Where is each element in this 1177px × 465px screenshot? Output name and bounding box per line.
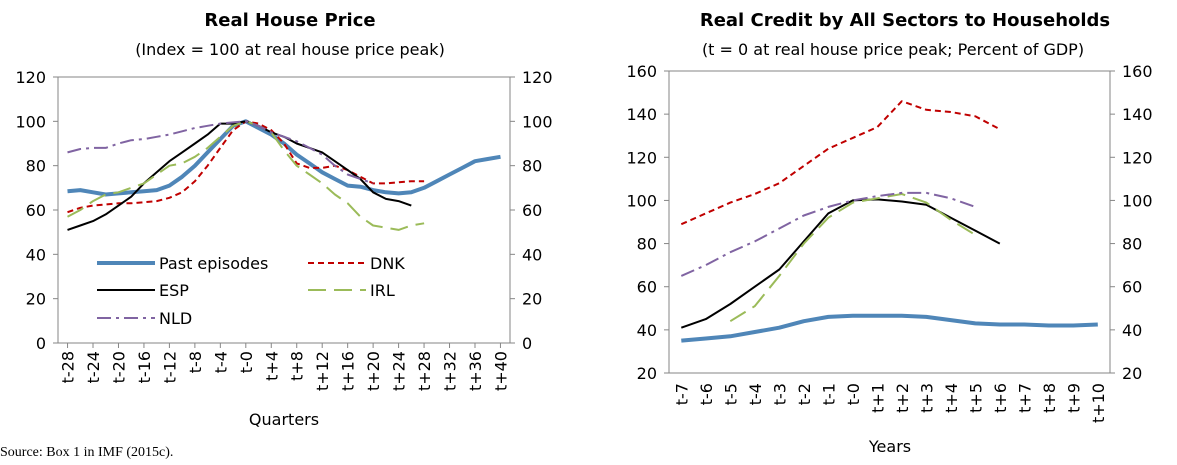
series-line xyxy=(67,120,425,214)
x-tick-label: t-8 xyxy=(186,351,205,373)
x-tick-label: t+36 xyxy=(466,351,485,391)
y2-tick-label: 60 xyxy=(522,201,542,220)
y2-tick-label: 120 xyxy=(1122,148,1153,167)
x-tick-label: t+16 xyxy=(339,351,358,391)
chart-title: Real House Price xyxy=(204,10,375,31)
series-line xyxy=(729,193,976,323)
plot-frame xyxy=(57,76,511,344)
legend-label: DNK xyxy=(370,254,405,273)
x-tick-label: t-12 xyxy=(160,351,179,383)
y-tick-label: 60 xyxy=(26,201,46,220)
y-tick-label: 80 xyxy=(637,235,657,254)
y-tick-label: 20 xyxy=(26,290,46,309)
x-tick-label: t-2 xyxy=(795,383,814,405)
y-tick-label: 100 xyxy=(15,112,46,131)
chart-title: Real Credit by All Sectors to Households xyxy=(700,10,1110,31)
x-tick-label: t-16 xyxy=(135,351,154,383)
x-tick-label: t-0 xyxy=(237,351,256,373)
y2-tick-label: 140 xyxy=(1122,105,1153,124)
x-tick-label: t-3 xyxy=(770,383,789,405)
x-tick-label: t+4 xyxy=(942,383,961,413)
y2-tick-label: 40 xyxy=(1122,321,1142,340)
x-tick-label: t-4 xyxy=(746,383,765,405)
series-line xyxy=(67,119,501,197)
x-tick-label: t-0 xyxy=(844,383,863,405)
x-tick-label: t-6 xyxy=(697,383,716,405)
y2-tick-label: 40 xyxy=(522,245,542,264)
x-tick-label: t+4 xyxy=(262,351,281,381)
y2-tick-label: 80 xyxy=(522,157,542,176)
y-tick-label: 40 xyxy=(26,245,46,264)
x-tick-label: t-1 xyxy=(819,383,838,405)
y-tick-label: 120 xyxy=(15,68,46,87)
series-line xyxy=(67,120,374,185)
x-tick-label: t+28 xyxy=(415,351,434,391)
y2-tick-label: 20 xyxy=(1122,364,1142,383)
y-tick-label: 0 xyxy=(36,334,46,353)
y-tick-label: 80 xyxy=(26,157,46,176)
x-tick-label: t-24 xyxy=(84,351,103,383)
legend-label: ESP xyxy=(159,281,189,300)
series-line xyxy=(681,313,1098,343)
x-tick-label: t-7 xyxy=(672,383,691,405)
y2-tick-label: 0 xyxy=(522,334,532,353)
x-tick-label: t-28 xyxy=(59,351,78,383)
x-tick-label: t+8 xyxy=(1040,383,1059,413)
y2-tick-label: 20 xyxy=(522,290,542,309)
x-tick-label: t+1 xyxy=(868,383,887,413)
series-line xyxy=(680,198,1001,329)
series-line xyxy=(67,120,412,231)
y-tick-label: 100 xyxy=(626,191,657,210)
x-tick-label: t+8 xyxy=(288,351,307,381)
x-tick-label: t+9 xyxy=(1064,383,1083,413)
series-line xyxy=(67,120,425,231)
y-tick-label: 20 xyxy=(637,364,657,383)
x-tick-label: t+24 xyxy=(390,351,409,391)
plot-frame xyxy=(668,70,1111,374)
source-note: Source: Box 1 in IMF (2015c). xyxy=(0,445,173,460)
x-tick-label: t+20 xyxy=(364,351,383,391)
y-tick-label: 120 xyxy=(626,148,657,167)
y2-tick-label: 100 xyxy=(1122,191,1153,210)
y-tick-label: 40 xyxy=(637,321,657,340)
x-tick-label: t+32 xyxy=(441,351,460,391)
x-tick-label: t-5 xyxy=(721,383,740,405)
x-tick-label: t+3 xyxy=(917,383,936,413)
x-tick-label: t-4 xyxy=(211,351,230,373)
x-tick-label: t+40 xyxy=(491,351,510,391)
chart-subtitle: (Index = 100 at real house price peak) xyxy=(135,40,445,59)
x-axis-label: Quarters xyxy=(249,410,319,429)
legend-label: IRL xyxy=(370,281,395,300)
x-tick-label: t-20 xyxy=(109,351,128,383)
y2-tick-label: 120 xyxy=(522,68,553,87)
y-tick-label: 160 xyxy=(626,62,657,81)
series-line xyxy=(680,191,976,277)
chart-subtitle: (t = 0 at real house price peak; Percent… xyxy=(702,40,1084,59)
legend-label: Past episodes xyxy=(159,254,268,273)
y2-tick-label: 60 xyxy=(1122,278,1142,297)
x-tick-label: t+5 xyxy=(966,383,985,413)
y-tick-label: 60 xyxy=(637,278,657,297)
legend-label: NLD xyxy=(159,309,192,328)
x-tick-label: t+2 xyxy=(893,383,912,413)
x-tick-label: t+10 xyxy=(1089,383,1108,423)
x-tick-label: t+7 xyxy=(1015,383,1034,413)
x-axis-label: Years xyxy=(868,437,911,456)
series-line xyxy=(680,100,1001,226)
y-tick-label: 140 xyxy=(626,105,657,124)
y2-tick-label: 160 xyxy=(1122,62,1153,81)
x-tick-label: t+6 xyxy=(991,383,1010,413)
y2-tick-label: 100 xyxy=(522,112,553,131)
x-tick-label: t+12 xyxy=(313,351,332,391)
y2-tick-label: 80 xyxy=(1122,235,1142,254)
